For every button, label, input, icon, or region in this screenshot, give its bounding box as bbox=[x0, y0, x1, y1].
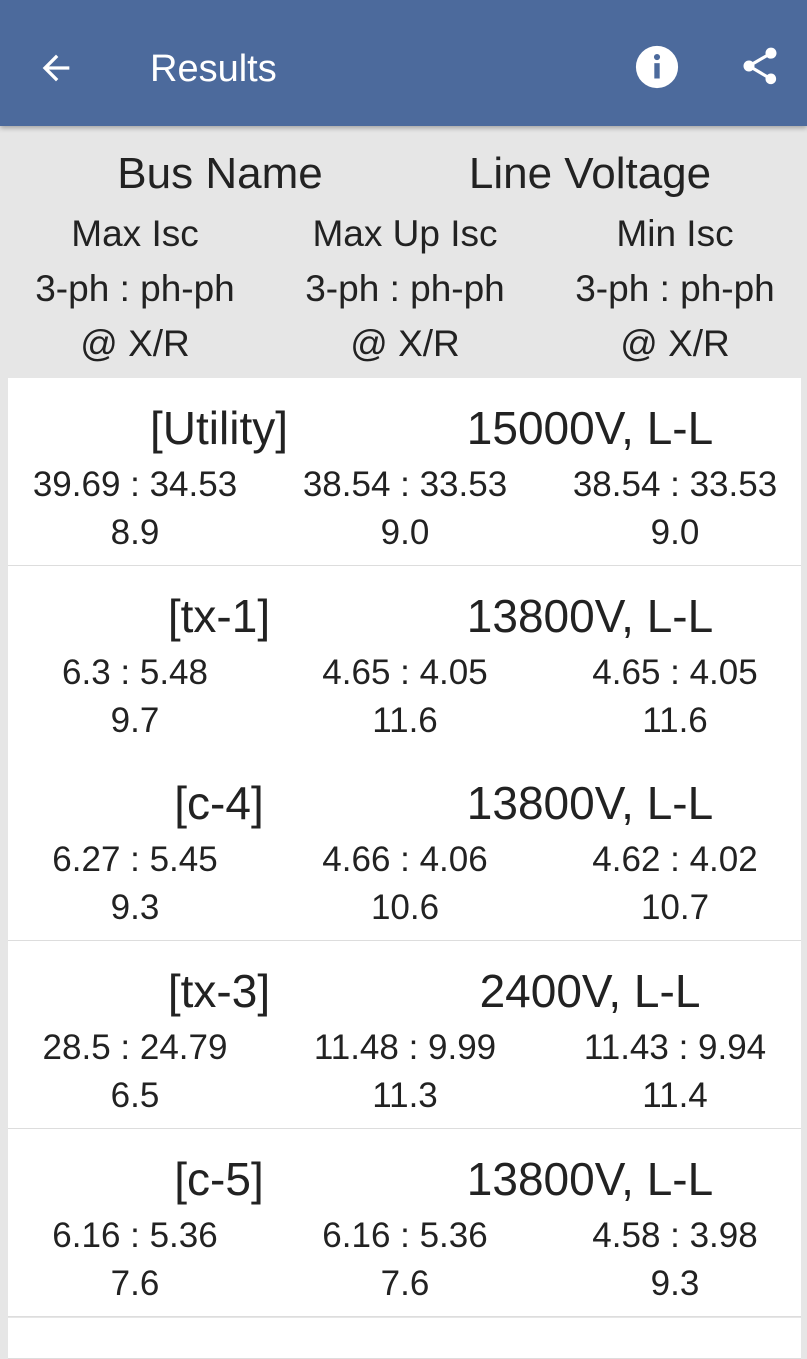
xr-value: 6.5 bbox=[110, 1076, 160, 1116]
isc-values: 4.66 : 4.06 bbox=[322, 840, 488, 880]
xr-value: 10.7 bbox=[640, 888, 710, 928]
line-voltage: 13800V, L-L bbox=[466, 589, 714, 642]
line-voltage: 15000V, L-L bbox=[466, 402, 714, 454]
isc-values: 11.48 : 9.99 bbox=[313, 1028, 497, 1068]
header-column-title: Max Isc bbox=[71, 213, 199, 254]
result-row: [Utility] 15000V, L-L 39.69 : 34.53 8.9 38.5… bbox=[8, 378, 801, 566]
line-voltage: 2400V, L-L bbox=[479, 965, 701, 1018]
xr-value: 11.6 bbox=[372, 700, 438, 740]
xr-value: 9.7 bbox=[110, 700, 160, 740]
bus-name: [c-5] bbox=[174, 1152, 264, 1205]
bus-name: [c-4] bbox=[174, 777, 264, 830]
header-line-voltage: Line Voltage bbox=[468, 149, 712, 198]
isc-values: 38.54 : 33.53 bbox=[302, 465, 508, 504]
isc-values: 6.16 : 5.36 bbox=[322, 1215, 488, 1255]
isc-values: 6.16 : 5.36 bbox=[52, 1215, 218, 1255]
isc-values: 6.3 : 5.48 bbox=[62, 652, 208, 692]
xr-value: 11.3 bbox=[372, 1076, 438, 1116]
isc-values: 28.5 : 24.79 bbox=[42, 1028, 228, 1068]
share-button[interactable] bbox=[738, 44, 782, 88]
header-column-ratio: @ X/R bbox=[80, 323, 190, 364]
back-button[interactable] bbox=[36, 48, 76, 88]
header-column-phases: 3-ph : ph-ph bbox=[35, 268, 235, 309]
xr-value: 8.9 bbox=[110, 513, 160, 552]
result-row: [tx-3] 2400V, L-L 28.5 : 24.79 6.5 11.48 : 9… bbox=[8, 941, 801, 1130]
xr-value: 10.6 bbox=[370, 888, 440, 928]
app-bar-title: Results bbox=[150, 48, 277, 90]
row-partial bbox=[8, 1318, 801, 1359]
info-button[interactable] bbox=[634, 44, 680, 90]
bus-name: [Utility] bbox=[150, 402, 288, 454]
isc-values: 39.69 : 34.53 bbox=[32, 465, 238, 504]
isc-values: 6.27 : 5.45 bbox=[52, 840, 218, 880]
bus-name: [tx-3] bbox=[167, 965, 271, 1018]
header-column-phases: 3-ph : ph-ph bbox=[305, 268, 505, 309]
header-bus-name: Bus Name bbox=[117, 149, 323, 198]
xr-value: 7.6 bbox=[380, 1263, 430, 1303]
xr-value: 11.4 bbox=[642, 1076, 708, 1116]
isc-values: 4.62 : 4.02 bbox=[592, 840, 758, 880]
isc-values: 11.43 : 9.94 bbox=[583, 1028, 767, 1068]
header-column-ratio: @ X/R bbox=[350, 323, 460, 364]
xr-value: 11.6 bbox=[642, 700, 708, 740]
xr-value: 9.3 bbox=[650, 1263, 700, 1303]
result-row: [c-4] 13800V, L-L 6.27 : 5.45 9.3 4.66 : 4.0… bbox=[8, 753, 801, 942]
result-row: [c-5] 13800V, L-L 6.16 : 5.36 7.6 6.16 : 5.3… bbox=[8, 1128, 801, 1317]
app-bar: Results bbox=[0, 0, 807, 126]
bus-name: [tx-1] bbox=[167, 589, 271, 642]
line-voltage: 13800V, L-L bbox=[466, 777, 714, 830]
line-voltage: 13800V, L-L bbox=[466, 1152, 714, 1205]
header-column-phases: 3-ph : ph-ph bbox=[575, 268, 775, 309]
header-column-title: Min Isc bbox=[616, 213, 734, 254]
isc-values: 38.54 : 33.53 bbox=[572, 465, 778, 504]
isc-values: 4.65 : 4.05 bbox=[592, 652, 758, 692]
isc-values: 4.65 : 4.05 bbox=[322, 652, 488, 692]
xr-value: 9.0 bbox=[650, 513, 700, 552]
isc-values: 4.58 : 3.98 bbox=[592, 1215, 758, 1255]
xr-value: 9.3 bbox=[110, 888, 160, 928]
result-row: [tx-1] 13800V, L-L 6.3 : 5.48 9.7 4.65 : 4.0… bbox=[8, 565, 801, 754]
header-column-ratio: @ X/R bbox=[620, 323, 730, 364]
header-column-title: Max Up Isc bbox=[312, 213, 498, 254]
xr-value: 9.0 bbox=[380, 513, 430, 552]
xr-value: 7.6 bbox=[110, 1263, 160, 1303]
